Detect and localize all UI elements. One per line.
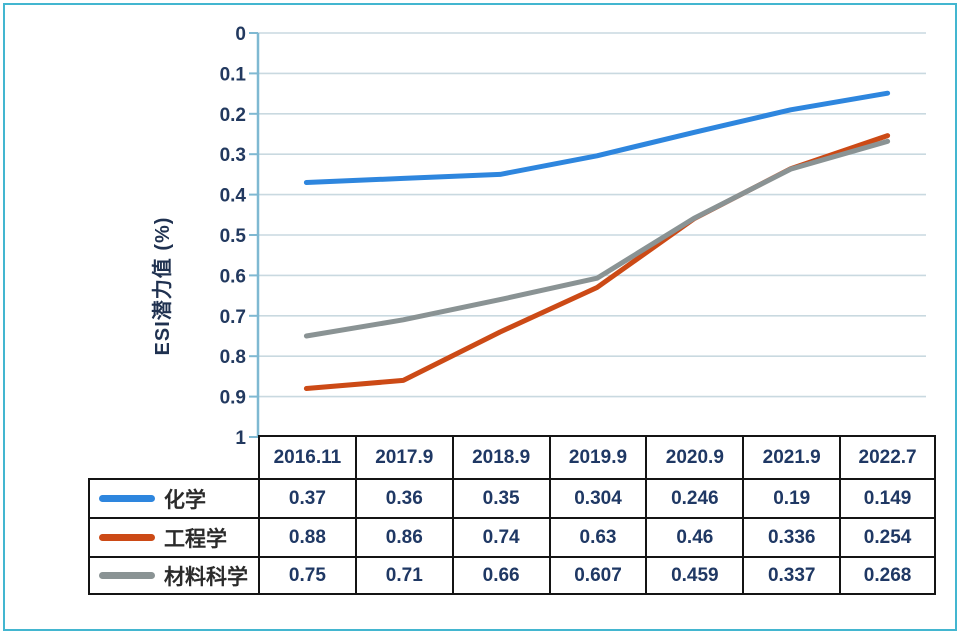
legend-cell: 材料科学: [88, 556, 258, 595]
table-corner-spacer: [88, 435, 258, 478]
y-tick-label: 0.3: [220, 145, 246, 166]
series-name: 材料科学: [164, 565, 248, 589]
series-name: 工程学: [164, 527, 227, 551]
y-tick-label: 0: [235, 24, 246, 45]
column-header: 2021.9: [742, 435, 840, 478]
data-table: 2016.11 2017.9 2018.9 2019.9 2020.9 2021…: [88, 435, 936, 595]
column-header: 2019.9: [548, 435, 646, 478]
value-cell: 0.71: [354, 556, 452, 595]
value-cell: 0.304: [548, 478, 646, 517]
series-color-swatch: [99, 495, 155, 502]
value-cell: 0.36: [354, 478, 452, 517]
column-header: 2018.9: [451, 435, 549, 478]
value-cell: 0.246: [645, 478, 743, 517]
legend-cell: 工程学: [88, 517, 258, 556]
value-cell: 0.74: [451, 517, 549, 556]
value-cell: 0.46: [645, 517, 743, 556]
series-line: [303, 90, 891, 185]
value-cell: 0.75: [258, 556, 355, 595]
y-tick-label: 1: [235, 428, 246, 449]
legend-cell: 化学: [88, 478, 258, 517]
value-cell: 0.268: [839, 556, 936, 595]
value-cell: 0.86: [354, 517, 452, 556]
value-cell: 0.459: [645, 556, 743, 595]
column-header: 2017.9: [354, 435, 452, 478]
series-color-swatch: [99, 572, 155, 579]
series-line: [303, 133, 891, 391]
value-cell: 0.66: [451, 556, 549, 595]
y-tick-label: 0.7: [220, 307, 246, 328]
value-cell: 0.88: [258, 517, 355, 556]
y-tick-label: 0.6: [220, 266, 246, 287]
series-color-swatch: [99, 534, 155, 541]
y-tick-label: 0.4: [220, 186, 247, 207]
column-header: 2020.9: [645, 435, 743, 478]
y-tick-label: 0.9: [220, 388, 246, 409]
series-name: 化学: [164, 488, 206, 512]
column-header: 2016.11: [258, 435, 355, 478]
column-header: 2022.7: [839, 435, 936, 478]
value-cell: 0.607: [548, 556, 646, 595]
value-cell: 0.63: [548, 517, 646, 556]
value-cell: 0.37: [258, 478, 355, 517]
value-cell: 0.336: [742, 517, 840, 556]
y-tick-label: 0.1: [220, 64, 247, 85]
y-tick-label: 0.5: [220, 226, 247, 247]
y-axis-title: ESI潜力值 (%): [152, 216, 174, 356]
y-tick-label: 0.8: [220, 347, 246, 368]
series-line: [303, 138, 891, 339]
y-tick-label: 0.2: [220, 105, 246, 126]
value-cell: 0.254: [839, 517, 936, 556]
value-cell: 0.337: [742, 556, 840, 595]
value-cell: 0.149: [839, 478, 936, 517]
value-cell: 0.19: [742, 478, 840, 517]
value-cell: 0.35: [451, 478, 549, 517]
